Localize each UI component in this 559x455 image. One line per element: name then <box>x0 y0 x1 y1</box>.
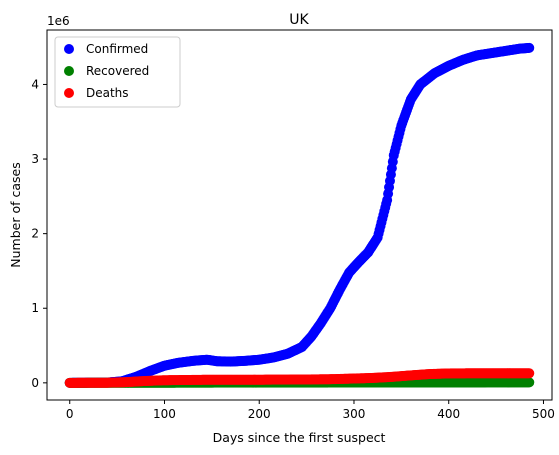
legend-label: Confirmed <box>86 42 148 56</box>
x-tick-label: 100 <box>153 407 176 421</box>
chart-title: UK <box>289 12 309 28</box>
series-deaths <box>64 368 535 388</box>
x-tick-label: 400 <box>437 407 460 421</box>
legend-marker <box>64 44 74 54</box>
plot-area <box>64 42 535 388</box>
x-tick-label: 0 <box>66 407 74 421</box>
legend-marker <box>64 88 74 98</box>
legend: Confirmed Recovered Deaths <box>54 36 181 108</box>
x-tick-label: 500 <box>532 407 555 421</box>
x-axis: 0 100 200 300 400 500 <box>66 400 555 421</box>
data-point <box>524 377 535 388</box>
legend-marker <box>64 66 74 76</box>
data-point <box>524 42 535 53</box>
x-axis-label: Days since the first suspect <box>213 430 386 445</box>
legend-label: Recovered <box>86 64 149 78</box>
x-tick-label: 200 <box>248 407 271 421</box>
y-axis-label: Number of cases <box>8 162 23 267</box>
y-tick-label: 3 <box>31 152 39 166</box>
y-axis: 0 1 2 3 4 <box>31 77 47 390</box>
y-tick-label: 2 <box>31 227 39 241</box>
legend-label: Deaths <box>86 86 129 100</box>
plot-frame <box>46 29 553 401</box>
y-tick-label: 4 <box>31 77 39 91</box>
data-point <box>524 368 535 379</box>
y-tick-label: 1 <box>31 301 39 315</box>
y-tick-label: 0 <box>31 376 39 390</box>
legend-box <box>54 36 181 108</box>
x-tick-label: 300 <box>343 407 366 421</box>
y-offset-label: 1e6 <box>47 14 70 28</box>
